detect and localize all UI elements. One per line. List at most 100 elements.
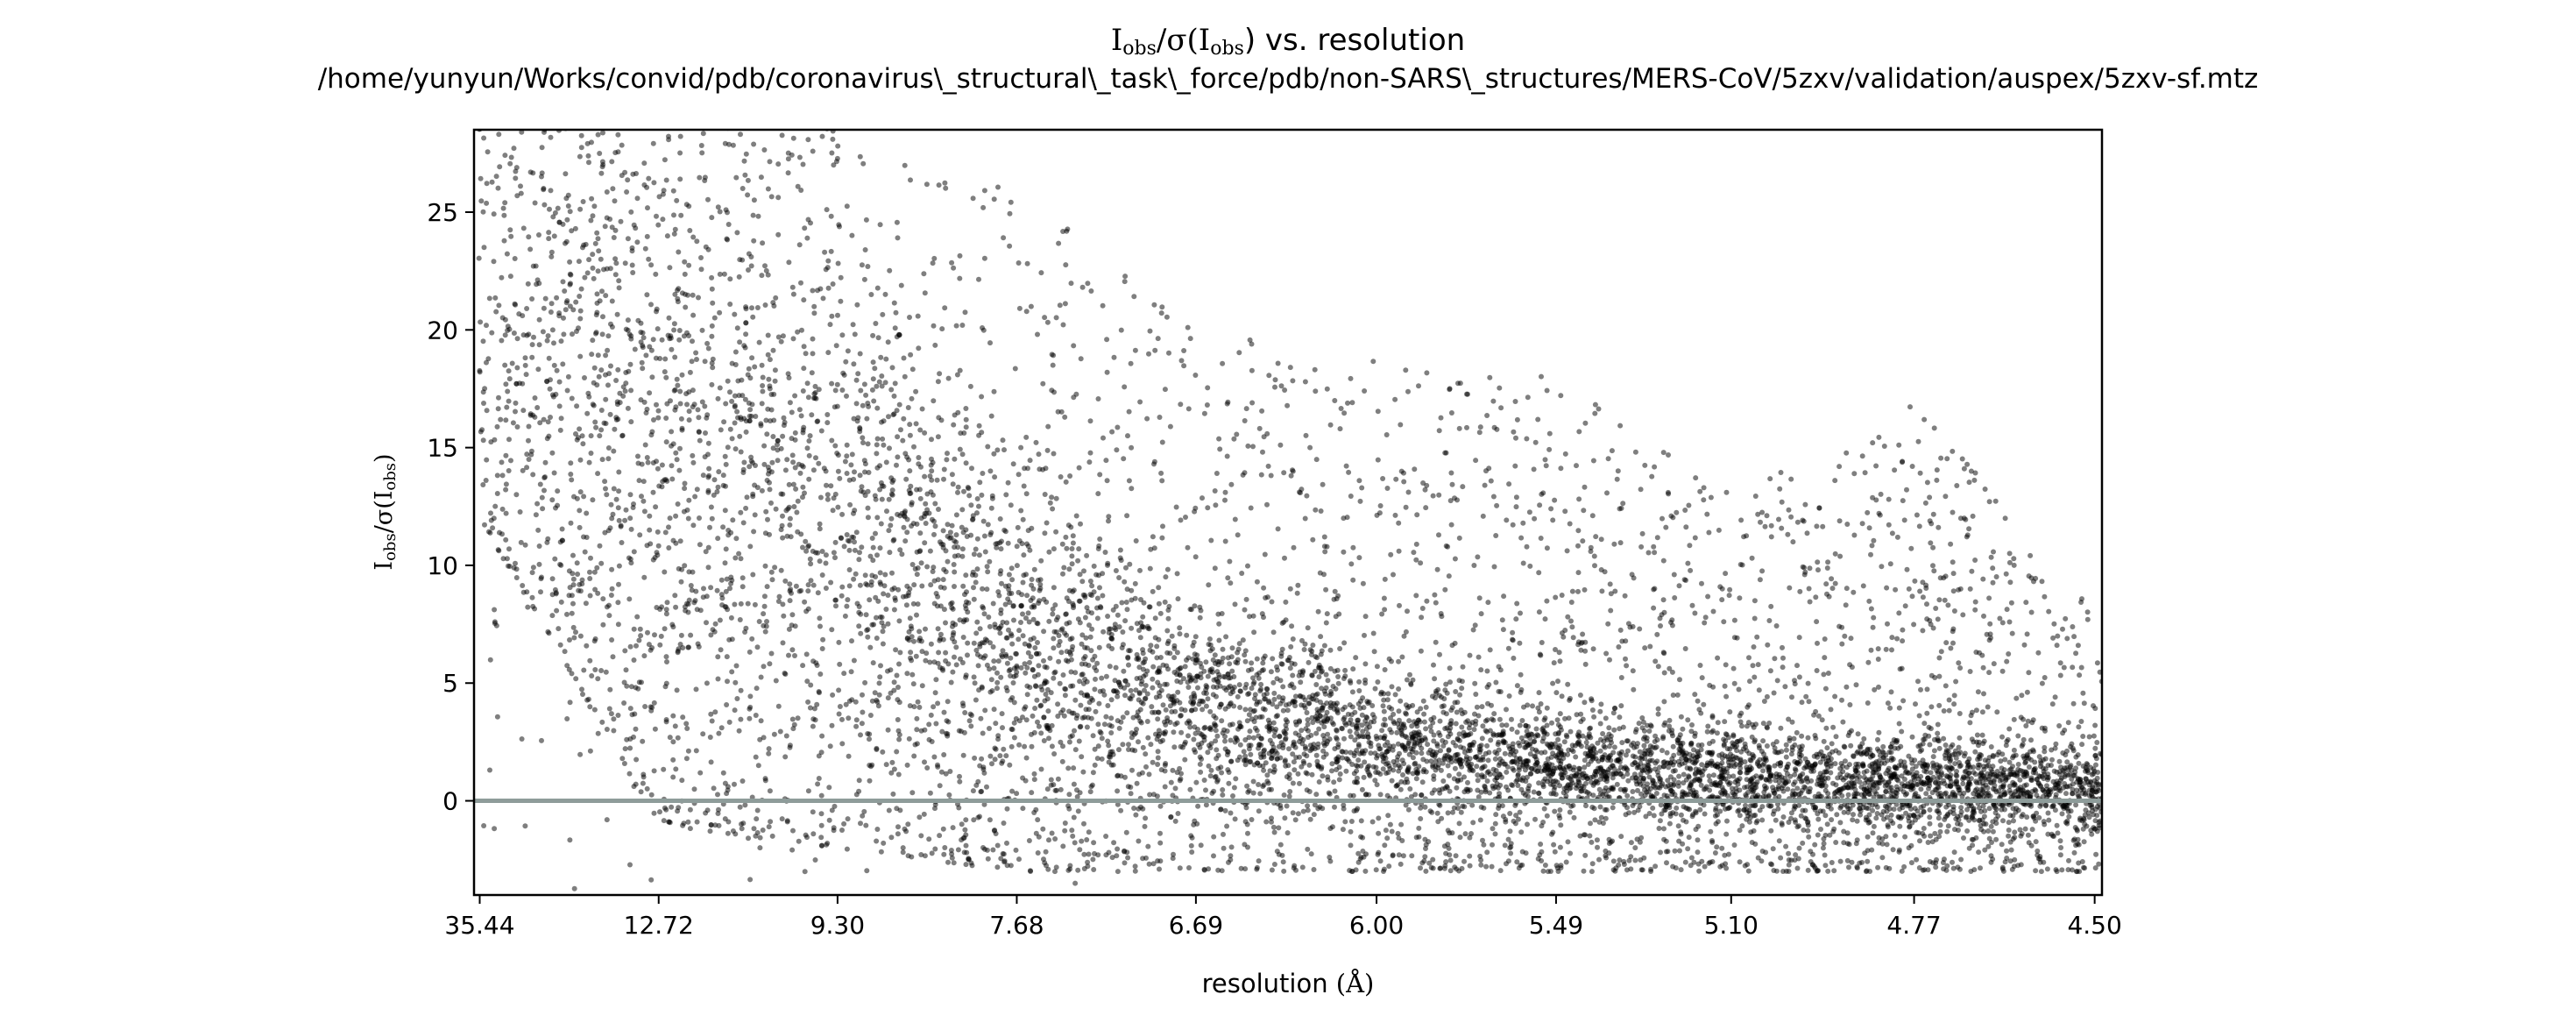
data-point xyxy=(1029,583,1034,588)
data-point xyxy=(552,557,557,562)
data-point xyxy=(1837,518,1843,523)
data-point xyxy=(791,336,796,341)
data-point xyxy=(860,403,866,408)
data-point xyxy=(803,539,808,544)
data-point xyxy=(494,174,499,179)
data-point xyxy=(796,715,801,721)
data-point xyxy=(1582,853,1588,858)
data-point xyxy=(860,721,865,726)
data-point xyxy=(554,608,559,614)
data-point xyxy=(753,602,758,607)
data-point xyxy=(764,624,769,629)
data-point xyxy=(806,582,811,587)
data-point xyxy=(2059,867,2064,872)
data-point xyxy=(482,245,487,250)
data-point xyxy=(1507,693,1512,699)
data-point xyxy=(1148,643,1153,648)
data-point xyxy=(1799,734,1804,739)
data-point xyxy=(565,388,570,394)
data-point xyxy=(1208,773,1214,778)
data-point xyxy=(1896,610,1901,615)
data-point xyxy=(1115,788,1120,793)
data-point xyxy=(1135,676,1140,681)
data-point xyxy=(1534,732,1539,737)
data-point xyxy=(854,717,860,722)
data-point xyxy=(1192,373,1198,378)
data-point xyxy=(495,472,500,478)
data-point xyxy=(587,576,592,581)
data-point xyxy=(1506,481,1511,487)
data-point xyxy=(499,109,504,114)
data-point xyxy=(1074,514,1079,519)
data-point xyxy=(584,643,589,649)
data-point xyxy=(1558,845,1563,850)
data-point xyxy=(1808,600,1813,605)
data-point xyxy=(965,652,970,657)
data-point xyxy=(2009,600,2014,606)
data-point xyxy=(600,314,605,319)
data-point xyxy=(877,487,882,493)
data-point xyxy=(1394,784,1399,789)
data-point xyxy=(669,429,674,434)
data-point xyxy=(1041,629,1046,634)
data-point xyxy=(1350,666,1355,671)
data-point xyxy=(2087,735,2092,740)
data-point xyxy=(1066,599,1072,604)
data-point xyxy=(851,577,856,582)
data-point xyxy=(867,645,873,650)
data-point xyxy=(1697,489,1702,494)
data-point xyxy=(1020,612,1025,617)
data-point xyxy=(810,370,815,375)
data-point xyxy=(554,295,559,301)
data-point xyxy=(1440,743,1446,749)
data-point xyxy=(1383,577,1388,582)
data-point xyxy=(672,355,677,360)
data-point xyxy=(1886,522,1892,528)
data-point xyxy=(612,235,617,240)
data-point xyxy=(1344,464,1349,469)
data-point xyxy=(989,414,994,419)
data-point xyxy=(907,736,912,742)
data-point xyxy=(829,214,834,219)
data-point xyxy=(1442,451,1447,456)
data-point xyxy=(653,504,658,509)
data-point xyxy=(1873,464,1879,469)
data-point xyxy=(704,549,709,554)
data-point xyxy=(962,730,967,735)
data-point xyxy=(887,497,892,502)
data-point xyxy=(1088,451,1093,456)
data-point xyxy=(1693,475,1698,480)
data-point xyxy=(1091,770,1096,775)
data-point xyxy=(747,650,753,655)
data-point xyxy=(1543,616,1548,622)
data-point xyxy=(1667,718,1673,723)
data-point xyxy=(1288,586,1293,592)
data-point xyxy=(1362,869,1368,874)
data-point xyxy=(686,263,691,268)
data-point xyxy=(1143,683,1149,688)
data-point xyxy=(1379,728,1384,733)
data-point xyxy=(1633,729,1638,735)
data-point xyxy=(550,327,556,332)
data-point xyxy=(1943,640,1949,645)
data-point xyxy=(1320,773,1325,778)
data-point xyxy=(1420,606,1426,611)
data-point xyxy=(1143,824,1148,829)
data-point xyxy=(648,877,654,883)
data-point xyxy=(1157,831,1163,836)
data-point xyxy=(664,659,669,664)
data-point xyxy=(616,278,621,283)
data-point xyxy=(892,679,897,685)
data-point xyxy=(724,546,729,551)
data-point xyxy=(1139,682,1144,687)
data-point xyxy=(616,505,621,510)
data-point xyxy=(806,438,811,444)
data-point xyxy=(1093,709,1099,714)
data-point xyxy=(492,259,497,264)
data-point xyxy=(810,288,815,294)
data-point xyxy=(1582,421,1588,426)
data-point xyxy=(1364,767,1369,772)
data-point xyxy=(624,508,629,513)
data-point xyxy=(2064,636,2070,641)
